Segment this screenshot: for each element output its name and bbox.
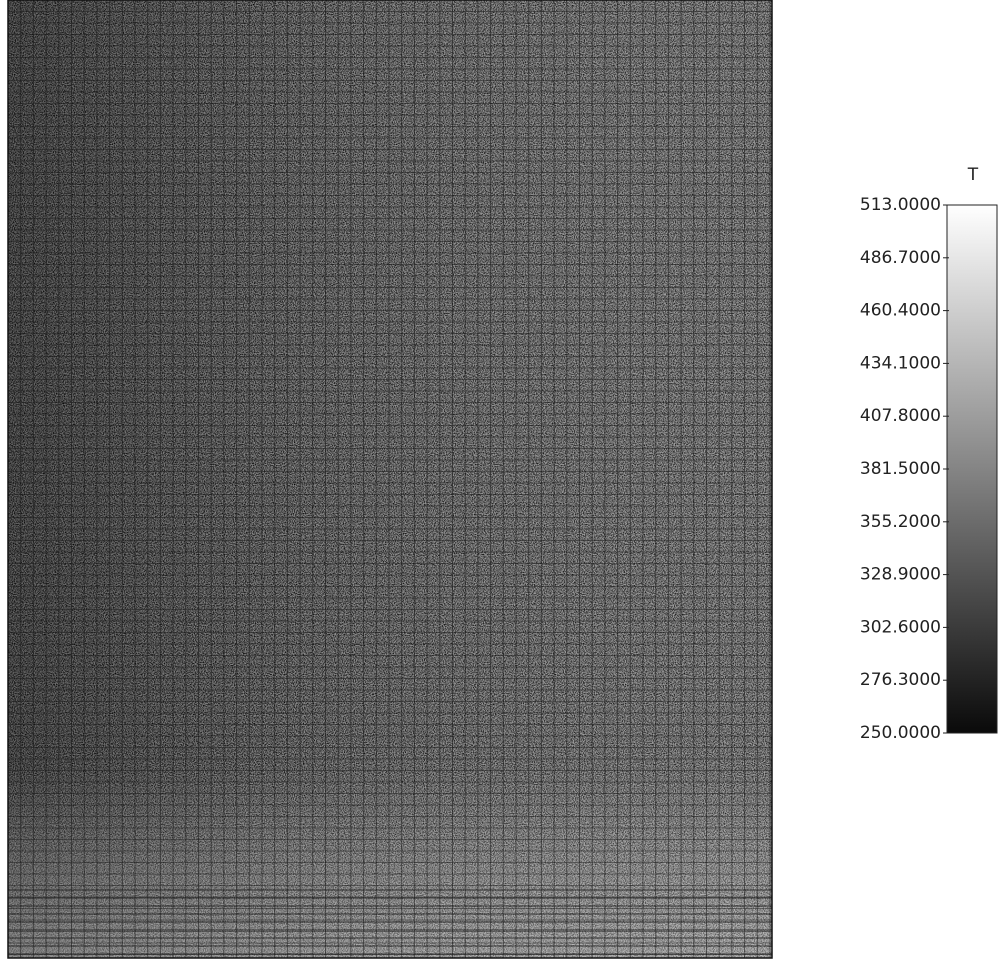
colorbar-tick-label: 434.1000 xyxy=(860,353,941,373)
field-border xyxy=(7,0,773,959)
colorbar-tick-label: 486.7000 xyxy=(860,248,941,268)
colorbar-title: T xyxy=(967,165,979,185)
contour-field xyxy=(7,0,773,959)
colorbar-tick-label: 460.4000 xyxy=(860,301,941,321)
colorbar-tick-label: 513.0000 xyxy=(860,195,941,215)
colorbar-tick-label: 302.6000 xyxy=(860,617,941,637)
colorbar-tick-label: 250.0000 xyxy=(860,723,941,743)
colorbar-tick-label: 407.8000 xyxy=(860,406,941,426)
colorbar-tick-label: 276.3000 xyxy=(860,670,941,690)
colorbar xyxy=(946,204,998,734)
colorbar-tick-label: 328.9000 xyxy=(860,565,941,585)
colorbar-tick-label: 381.5000 xyxy=(860,459,941,479)
colorbar-tick-label: 355.2000 xyxy=(860,512,941,532)
